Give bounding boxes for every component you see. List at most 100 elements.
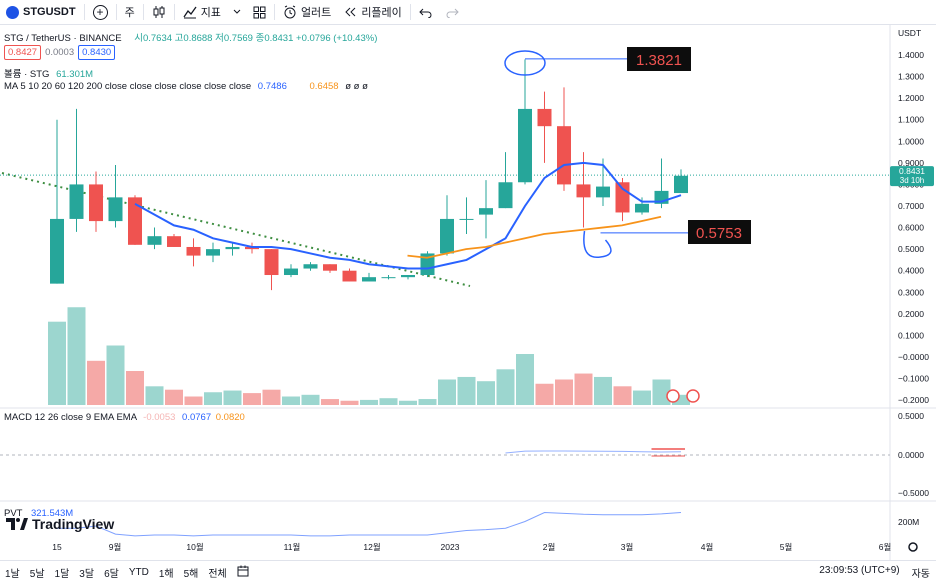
tradingview-logo[interactable]: TradingView — [6, 516, 114, 532]
volume-bar — [48, 321, 66, 405]
time-tick-label: 6월 — [879, 542, 892, 552]
time-tick-label: 10월 — [186, 542, 203, 552]
volume-bar — [418, 399, 437, 405]
price-tick-label: 1.4000 — [898, 50, 924, 60]
candle-body — [147, 236, 162, 245]
auto-scale-button[interactable]: 자동 — [911, 569, 930, 580]
range-1y[interactable]: 1해 — [158, 569, 174, 580]
indicators-dropdown[interactable] — [227, 0, 247, 24]
high-circle-drawing — [504, 50, 546, 76]
chart-area[interactable]: 1.40001.30001.20001.10001.00000.90000.80… — [0, 25, 936, 560]
macd-hist-value: -0.0053 — [143, 412, 176, 423]
volume-bar — [535, 383, 554, 405]
indicators-label: 지표 — [200, 7, 221, 19]
macd-line-value: 0.0767 — [182, 412, 212, 423]
alarm-clock-icon — [284, 5, 296, 19]
interval-button[interactable]: 주 — [124, 7, 135, 19]
range-6m[interactable]: 6달 — [104, 569, 119, 580]
countdown-label: 3d 10h — [900, 176, 924, 185]
ma-short-line — [134, 161, 682, 270]
bid-price[interactable]: 0.8427 — [4, 45, 42, 60]
redo-button[interactable] — [439, 0, 465, 24]
grid-icon — [253, 6, 266, 18]
macd-signal-value: 0.0820 — [215, 412, 245, 423]
macd-line — [505, 450, 682, 454]
candle-body — [518, 108, 532, 183]
price-tick-label: 0.7000 — [898, 201, 924, 211]
ma-label: MA 5 10 20 60 120 200 close close close … — [4, 81, 252, 92]
high-price-box — [627, 47, 691, 71]
volume-bar — [399, 400, 417, 405]
price-tick-label: 1.3000 — [898, 72, 924, 82]
price-tick-label: 0.2000 — [898, 309, 924, 319]
volume-bar — [652, 379, 671, 405]
range-1m[interactable]: 1달 — [54, 569, 70, 580]
compare-symbol-button[interactable]: + — [87, 0, 114, 24]
volume-bar — [594, 376, 612, 405]
symbol-search[interactable]: STGUSDT — [0, 0, 82, 24]
indicators-button[interactable]: 지표 — [177, 0, 227, 24]
candle-body — [440, 218, 454, 254]
candle-body — [557, 126, 571, 185]
candle-body — [206, 249, 220, 256]
volume-bar — [360, 399, 378, 405]
candlestick-icon — [153, 6, 165, 18]
redo-icon — [446, 8, 459, 18]
price-tick-label: −0.1000 — [898, 374, 929, 384]
symbol-logo-icon — [6, 5, 19, 19]
alert-label: 얼러트 — [300, 7, 332, 19]
range-ytd[interactable]: YTD — [128, 567, 149, 578]
time-tick-label: 2023 — [441, 542, 460, 552]
range-5d[interactable]: 5날 — [29, 569, 45, 580]
candle-body — [459, 218, 474, 220]
volume-bar — [262, 389, 281, 405]
date-range-button[interactable] — [232, 565, 254, 580]
volume-label: 볼륨 · STG — [4, 69, 50, 80]
volume-bar — [145, 386, 164, 405]
candle-body — [89, 184, 103, 222]
spread-value: 0.0003 — [45, 47, 75, 58]
candle-body — [323, 264, 337, 271]
chart-type-button[interactable] — [146, 0, 172, 24]
event-flag-icon — [686, 389, 700, 403]
brand-name: TradingView — [32, 516, 115, 532]
clock[interactable]: 23:09:53 (UTC+9) — [819, 565, 900, 576]
range-5y[interactable]: 5해 — [183, 569, 199, 580]
time-tick-label: 4월 — [701, 542, 714, 552]
volume-bar — [516, 354, 534, 405]
ask-price[interactable]: 0.8430 — [78, 45, 116, 60]
pvt-tick-label: 200M — [898, 517, 919, 527]
low-value: 0.7569 — [223, 33, 253, 44]
candle-body — [420, 253, 435, 276]
range-3m[interactable]: 3달 — [79, 569, 95, 580]
replay-button[interactable]: 리플레이 — [337, 0, 407, 24]
alert-button[interactable]: 얼러트 — [277, 0, 337, 24]
volume-bar — [223, 390, 242, 405]
candle-body — [167, 236, 181, 247]
close-value: 0.8431 — [264, 33, 294, 44]
undo-button[interactable] — [413, 0, 439, 24]
rewind-icon — [345, 7, 356, 17]
range-1d[interactable]: 1날 — [5, 569, 20, 580]
volume-bar — [243, 393, 261, 405]
volume-bar — [126, 371, 144, 405]
volume-bar — [633, 390, 651, 405]
calendar-icon — [237, 565, 249, 577]
range-all[interactable]: 전체 — [208, 569, 227, 580]
candle-body — [479, 208, 493, 215]
settings-gear-icon[interactable] — [908, 542, 918, 552]
last-price-label: 0.8431 — [899, 166, 925, 176]
candle-body — [401, 275, 415, 278]
low-label: 저 — [215, 33, 224, 44]
high-value: 0.8688 — [183, 33, 213, 44]
templates-button[interactable] — [247, 0, 272, 24]
price-tick-label: 0.3000 — [898, 287, 924, 297]
volume-bar — [184, 396, 203, 405]
undo-icon — [419, 8, 432, 18]
pvt-value: 321.543M — [30, 508, 74, 519]
macd-tick-label: −0.5000 — [898, 488, 929, 498]
indicators-icon — [183, 6, 197, 19]
price-chart[interactable]: 1.40001.30001.20001.10001.00000.90000.80… — [0, 25, 936, 560]
volume-bar — [457, 376, 476, 405]
time-tick-label: 11월 — [284, 542, 301, 552]
